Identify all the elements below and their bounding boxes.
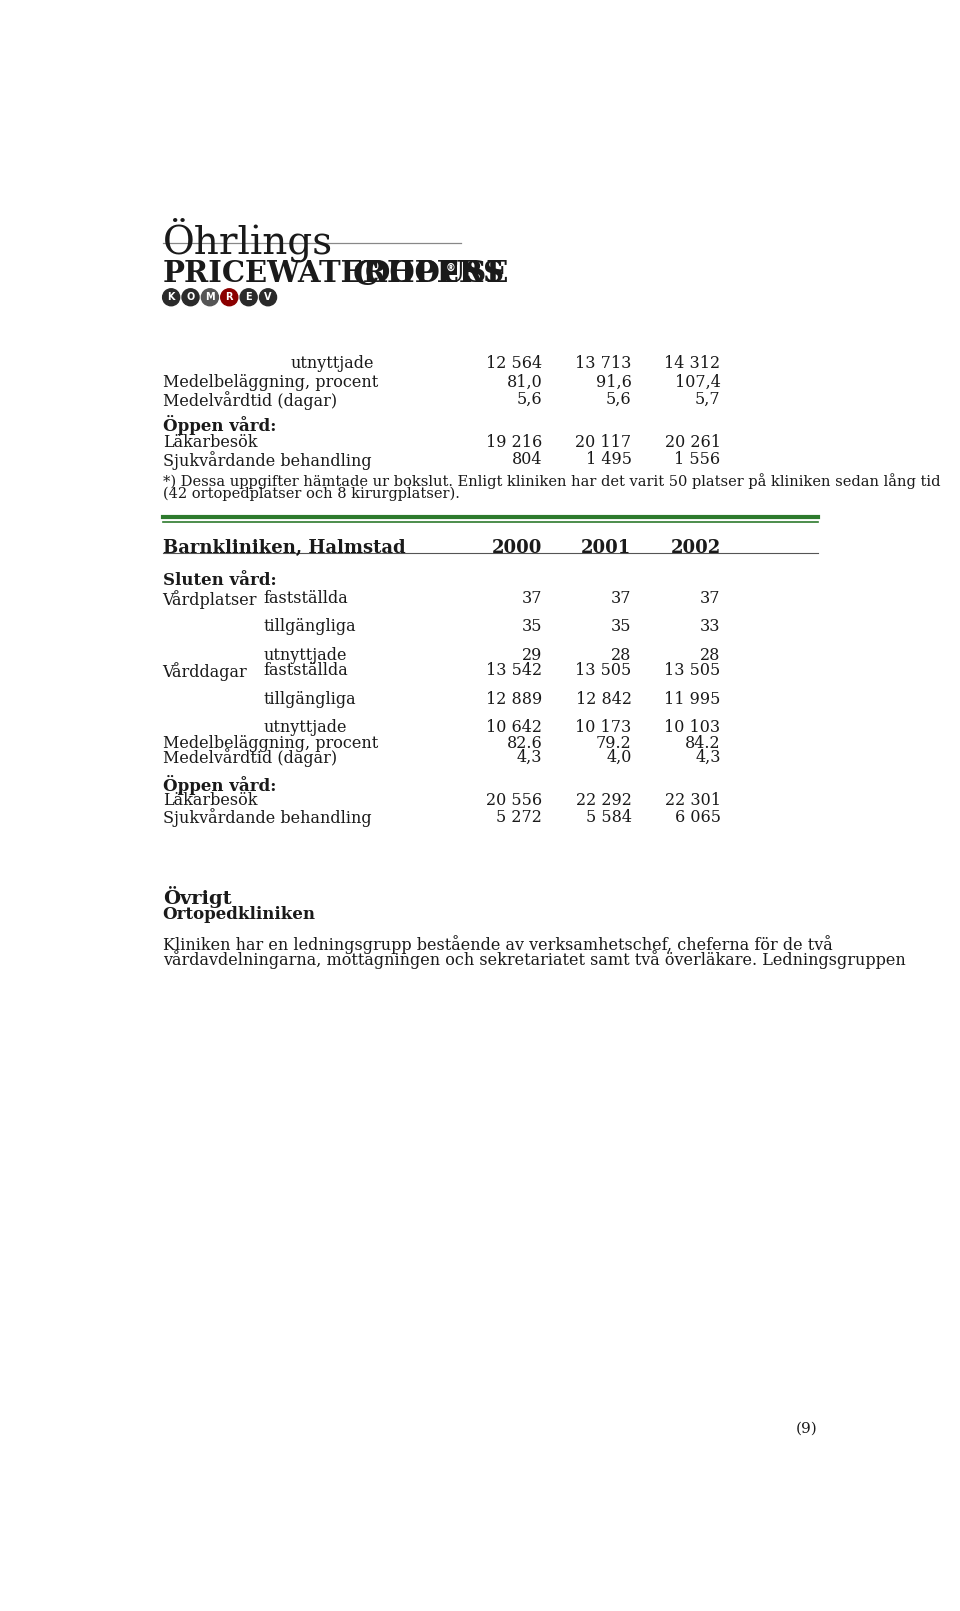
Text: PRICEWATERHOUSE: PRICEWATERHOUSE: [162, 259, 509, 288]
Text: (42 ortopedplatser och 8 kirurgplatser).: (42 ortopedplatser och 8 kirurgplatser).: [162, 487, 460, 501]
Text: 91,6: 91,6: [595, 374, 632, 391]
Text: 1 495: 1 495: [586, 451, 632, 469]
Text: 20 117: 20 117: [575, 433, 632, 451]
Text: M: M: [205, 292, 215, 303]
Text: 35: 35: [522, 619, 542, 635]
Circle shape: [221, 288, 238, 306]
Text: Medelbeläggning, procent: Medelbeläggning, procent: [162, 735, 378, 752]
Circle shape: [202, 288, 219, 306]
Text: C: C: [352, 259, 379, 292]
Circle shape: [240, 288, 257, 306]
Text: 10 103: 10 103: [664, 719, 721, 736]
Text: Ortopedkliniken: Ortopedkliniken: [162, 905, 316, 923]
Text: 29: 29: [522, 648, 542, 664]
Text: ®: ®: [445, 263, 455, 272]
Text: 37: 37: [700, 590, 721, 607]
Text: Öhrlings: Öhrlings: [162, 217, 333, 263]
Text: 14 312: 14 312: [664, 354, 721, 372]
Text: OOPERS: OOPERS: [365, 259, 505, 288]
Text: 11 995: 11 995: [664, 691, 721, 707]
Text: 804: 804: [512, 451, 542, 469]
Text: 35: 35: [611, 619, 632, 635]
Text: (9): (9): [796, 1421, 818, 1435]
Text: tillgängliga: tillgängliga: [263, 691, 356, 707]
Text: 82.6: 82.6: [507, 735, 542, 752]
Text: 79.2: 79.2: [596, 735, 632, 752]
Text: 1 556: 1 556: [675, 451, 721, 469]
Text: utnyttjade: utnyttjade: [263, 648, 347, 664]
Text: fastställda: fastställda: [263, 662, 348, 680]
Text: 13 713: 13 713: [575, 354, 632, 372]
Text: 84.2: 84.2: [685, 735, 721, 752]
Text: 5,6: 5,6: [606, 391, 632, 408]
Text: E: E: [246, 292, 252, 303]
Text: 6 065: 6 065: [675, 809, 721, 825]
Text: Läkarbesök: Läkarbesök: [162, 433, 257, 451]
Text: K: K: [167, 292, 175, 303]
Text: 5 584: 5 584: [586, 809, 632, 825]
Text: O: O: [186, 292, 195, 303]
Text: 12 842: 12 842: [575, 691, 632, 707]
Text: 81,0: 81,0: [507, 374, 542, 391]
Text: 20 261: 20 261: [664, 433, 721, 451]
Text: 4,3: 4,3: [695, 749, 721, 765]
Text: 13 505: 13 505: [575, 662, 632, 680]
Text: 19 216: 19 216: [486, 433, 542, 451]
Text: 10 642: 10 642: [487, 719, 542, 736]
Text: 12 564: 12 564: [487, 354, 542, 372]
Text: 22 292: 22 292: [576, 793, 632, 809]
Text: 4,3: 4,3: [516, 749, 542, 765]
FancyBboxPatch shape: [444, 259, 457, 275]
Text: Vårdplatser: Vårdplatser: [162, 590, 257, 609]
Text: 2001: 2001: [581, 540, 632, 557]
Text: fastställda: fastställda: [263, 590, 348, 607]
Text: 5 272: 5 272: [496, 809, 542, 825]
Text: vårdavdelningarna, mottagningen och sekretariatet samt två överläkare. Ledningsg: vårdavdelningarna, mottagningen och sekr…: [162, 950, 905, 970]
Text: 20 556: 20 556: [487, 793, 542, 809]
Text: *) Dessa uppgifter hämtade ur bokslut. Enligt kliniken har det varit 50 platser : *) Dessa uppgifter hämtade ur bokslut. E…: [162, 474, 940, 490]
Circle shape: [162, 288, 180, 306]
Text: 33: 33: [700, 619, 721, 635]
Text: 2000: 2000: [492, 540, 542, 557]
Text: 37: 37: [522, 590, 542, 607]
Text: Läkarbesök: Läkarbesök: [162, 793, 257, 809]
Text: Sjukvårdande behandling: Sjukvårdande behandling: [162, 809, 372, 828]
Text: 5,7: 5,7: [695, 391, 721, 408]
Text: Övrigt: Övrigt: [162, 886, 231, 909]
Text: V: V: [264, 292, 272, 303]
Text: 13 542: 13 542: [487, 662, 542, 680]
Text: 107,4: 107,4: [675, 374, 721, 391]
Text: 4,0: 4,0: [606, 749, 632, 765]
Text: Öppen vård:: Öppen vård:: [162, 416, 276, 435]
Text: utnyttjade: utnyttjade: [263, 719, 347, 736]
Text: Barnkliniken, Halmstad: Barnkliniken, Halmstad: [162, 540, 405, 557]
Text: utnyttjade: utnyttjade: [291, 354, 374, 372]
Text: Öppen vård:: Öppen vård:: [162, 775, 276, 794]
Text: 5,6: 5,6: [516, 391, 542, 408]
Text: R: R: [226, 292, 233, 303]
Text: Sjukvårdande behandling: Sjukvårdande behandling: [162, 451, 372, 470]
Text: Vårddagar: Vårddagar: [162, 662, 248, 681]
Text: 28: 28: [612, 648, 632, 664]
Text: 37: 37: [611, 590, 632, 607]
Text: 13 505: 13 505: [664, 662, 721, 680]
Text: tillgängliga: tillgängliga: [263, 619, 356, 635]
Text: Medelvårdtid (dagar): Medelvårdtid (dagar): [162, 391, 337, 411]
Text: 2002: 2002: [670, 540, 721, 557]
Text: Sluten vård:: Sluten vård:: [162, 572, 276, 590]
Text: 12 889: 12 889: [486, 691, 542, 707]
Circle shape: [182, 288, 199, 306]
Text: Medelvårdtid (dagar): Medelvårdtid (dagar): [162, 749, 337, 767]
Text: Kliniken har en ledningsgrupp bestående av verksamhetschef, cheferna för de två: Kliniken har en ledningsgrupp bestående …: [162, 934, 832, 954]
Text: 22 301: 22 301: [664, 793, 721, 809]
Text: Medelbeläggning, procent: Medelbeläggning, procent: [162, 374, 378, 391]
Text: 10 173: 10 173: [575, 719, 632, 736]
Circle shape: [259, 288, 276, 306]
Text: 28: 28: [700, 648, 721, 664]
